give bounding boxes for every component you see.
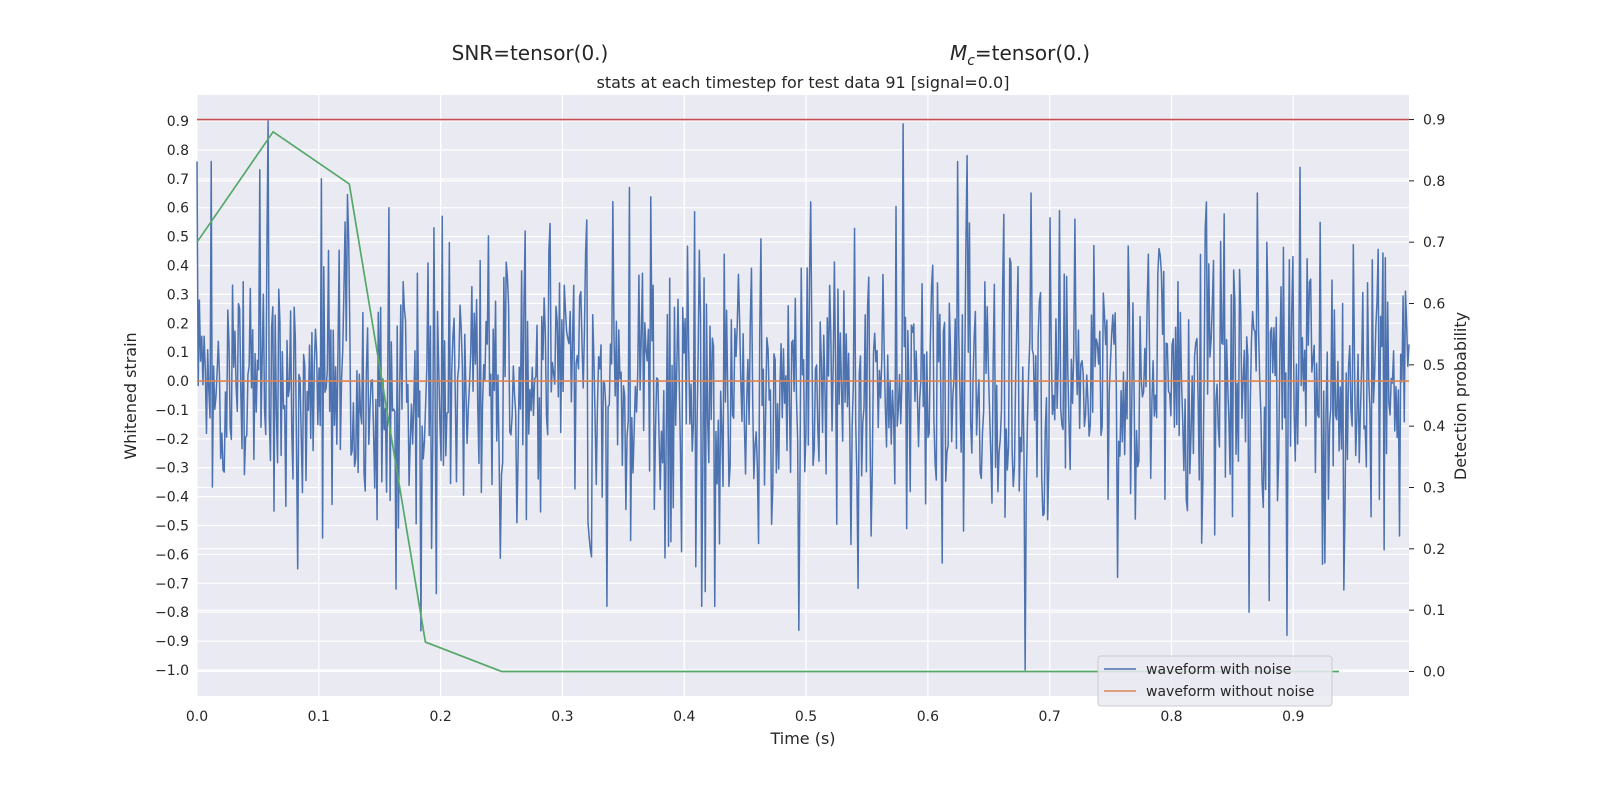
y-tick-label: 0.3 — [167, 287, 189, 303]
x-tick-label: 0.6 — [917, 709, 939, 725]
y-tick-label: −1.0 — [155, 663, 189, 679]
legend-label-noisy: waveform with noise — [1146, 662, 1291, 678]
y-tick-label: −0.3 — [155, 461, 189, 477]
x-tick-label: 0.5 — [795, 709, 817, 725]
chart-title: stats at each timestep for test data 91 … — [597, 73, 1010, 92]
y2-tick-label: 0.8 — [1423, 174, 1445, 190]
y-tick-label: 0.6 — [167, 201, 189, 217]
x-tick-label: 0.2 — [429, 709, 451, 725]
y2-axis-label: Detection probability — [1451, 312, 1470, 480]
chirp-mass-symbol: M — [950, 41, 967, 65]
y-tick-label: 0.4 — [167, 258, 189, 274]
y-tick-label: −0.5 — [155, 519, 189, 535]
legend-label-clean: waveform without noise — [1146, 684, 1314, 700]
y-tick-label: −0.9 — [155, 634, 189, 650]
x-tick-label: 0.4 — [673, 709, 695, 725]
legend-box — [1097, 655, 1333, 707]
y-tick-label: 0.8 — [167, 143, 189, 159]
legend: waveform with noise waveform without noi… — [1097, 655, 1333, 707]
x-tick-label: 0.7 — [1039, 709, 1061, 725]
chirp-mass-heading: Mc=tensor(0.) — [950, 41, 1090, 69]
y-tick-label: −0.2 — [155, 432, 189, 448]
tick-labels: 0.0 0.1 0.2 0.3 0.4 0.5 0.6 0.7 0.8 0.9 0.9 0.8 0.7 0… — [155, 113, 1445, 725]
x-tick-label: 0.8 — [1160, 709, 1182, 725]
y-tick-label: 0.5 — [167, 230, 189, 246]
chirp-mass-subscript: c — [967, 53, 975, 69]
y-tick-label: 0.0 — [167, 374, 189, 390]
y-tick-label: 0.1 — [167, 345, 189, 361]
y2-tick-label: 0.5 — [1423, 358, 1445, 374]
x-tick-label: 0.0 — [186, 709, 208, 725]
x-tick-label: 0.3 — [551, 709, 573, 725]
y-tick-label: −0.6 — [155, 547, 189, 563]
x-axis-label: Time (s) — [769, 729, 835, 748]
y2-tick-label: 0.9 — [1423, 113, 1445, 129]
y-tick-label: −0.7 — [155, 576, 189, 592]
x-tick-label: 0.9 — [1282, 709, 1304, 725]
y2-tick-label: 0.7 — [1423, 235, 1445, 251]
y2-tick-label: 0.3 — [1423, 480, 1445, 496]
y2-tick-label: 0.1 — [1423, 603, 1445, 619]
y-tick-label: −0.4 — [155, 490, 189, 506]
y-tick-label: −0.8 — [155, 605, 189, 621]
y-axis-label: Whitened strain — [121, 332, 140, 459]
noisy-waveform-line — [196, 120, 1410, 671]
y-tick-label: −0.1 — [155, 403, 189, 419]
y2-tick-label: 0.2 — [1423, 542, 1445, 558]
y2-tick-label: 0.6 — [1423, 297, 1445, 313]
y-tick-label: 0.2 — [167, 316, 189, 332]
y-tick-label: 0.9 — [167, 114, 189, 130]
x-tick-label: 0.1 — [308, 709, 330, 725]
y2-tick-label: 0.0 — [1423, 664, 1445, 680]
y-tick-label: 0.7 — [167, 172, 189, 188]
snr-heading: SNR=tensor(0.) — [452, 41, 609, 65]
y2-tick-label: 0.4 — [1423, 419, 1445, 435]
plot-marks — [196, 118, 1410, 673]
chirp-mass-value: =tensor(0.) — [975, 41, 1090, 65]
